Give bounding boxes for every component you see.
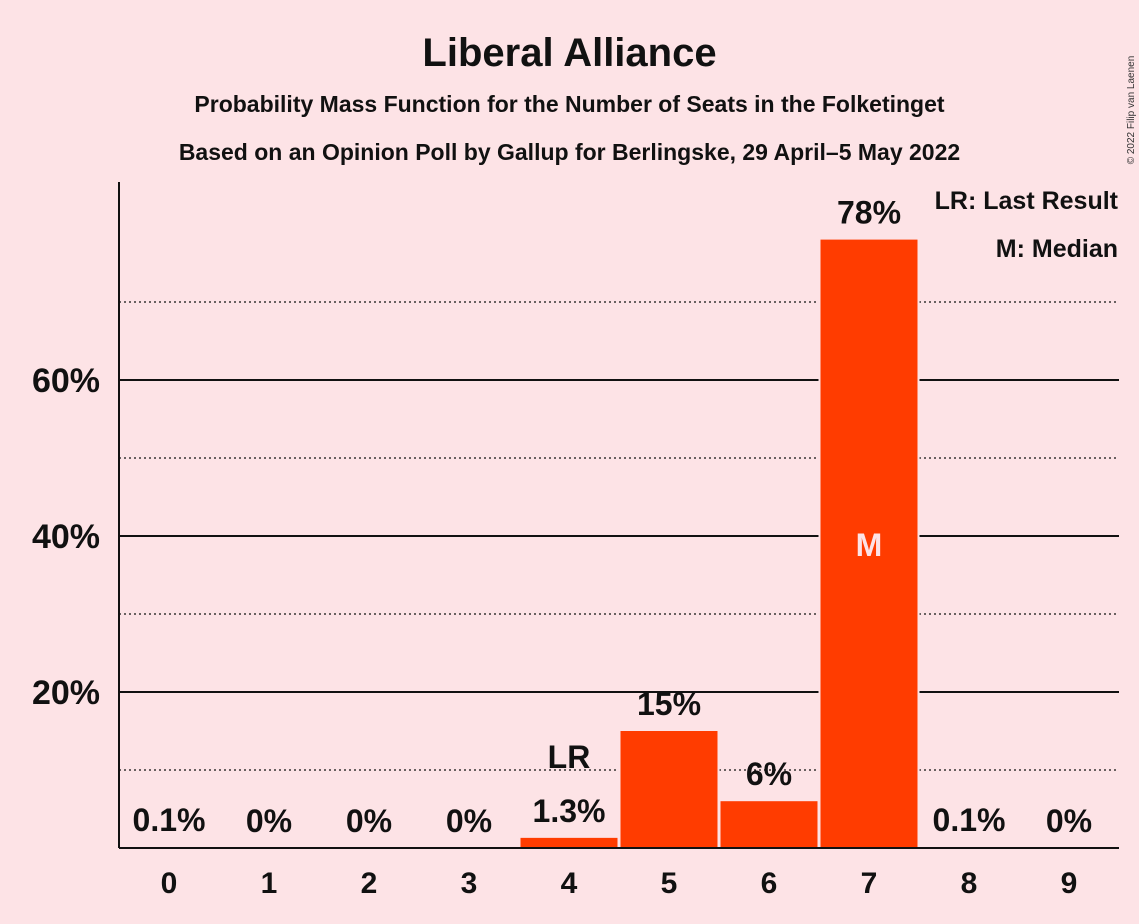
bars [118, 237, 1020, 849]
y-tick-label-20: 20% [32, 674, 100, 712]
bar-halo-8 [918, 845, 1020, 848]
bar-5 [620, 731, 718, 848]
x-tick-labels: 0 1 2 3 4 5 6 7 8 9 [161, 867, 1078, 900]
bar-7 [820, 239, 918, 849]
bar-4 [520, 837, 618, 848]
gridlines [119, 301, 1119, 771]
chart-title: Liberal Alliance [422, 31, 716, 75]
y-tick-label-60: 60% [32, 362, 100, 400]
axes [118, 182, 1119, 849]
x-tick-label-1: 1 [261, 867, 278, 900]
value-label-0: 0.1% [133, 802, 206, 838]
value-label-5: 15% [637, 686, 701, 722]
value-label-4: 1.3% [533, 793, 606, 829]
x-tick-label-6: 6 [761, 867, 778, 900]
x-tick-label-8: 8 [961, 867, 978, 900]
copyright-notice: © 2022 Filip van Laenen [1126, 56, 1137, 165]
y-tick-label-40: 40% [32, 518, 100, 556]
chart-subtitle-2: Based on an Opinion Poll by Gallup for B… [179, 139, 960, 165]
value-label-3: 0% [446, 803, 492, 839]
bar-6 [720, 801, 818, 848]
value-label-6: 6% [746, 756, 792, 792]
x-tick-label-7: 7 [861, 867, 878, 900]
x-tick-label-4: 4 [561, 867, 578, 900]
last-result-marker: LR [548, 739, 591, 775]
x-tick-label-5: 5 [661, 867, 678, 900]
y-tick-labels: 20% 40% 60% [32, 362, 100, 712]
value-labels: 0.1% 0% 0% 0% 1.3% LR 15% 6% 78% M 0.1% 0% [133, 195, 1093, 839]
legend-last-result: LR: Last Result [935, 187, 1119, 215]
value-label-9: 0% [1046, 803, 1092, 839]
x-tick-label-3: 3 [461, 867, 478, 900]
chart-subtitle-1: Probability Mass Function for the Number… [194, 91, 944, 117]
legend-median: M: Median [996, 235, 1118, 263]
x-tick-label-9: 9 [1061, 867, 1078, 900]
x-tick-label-2: 2 [361, 867, 378, 900]
bar-halo-0 [118, 845, 220, 848]
x-tick-label-0: 0 [161, 867, 178, 900]
value-label-8: 0.1% [933, 802, 1006, 838]
value-label-2: 0% [346, 803, 392, 839]
value-label-7: 78% [837, 195, 901, 231]
median-marker: M [856, 527, 883, 563]
value-label-1: 0% [246, 803, 292, 839]
